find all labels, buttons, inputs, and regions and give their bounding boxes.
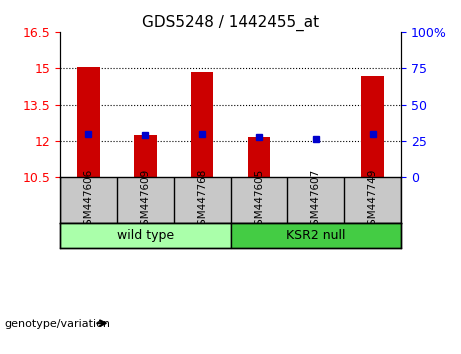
Text: GSM447749: GSM447749 bbox=[367, 169, 378, 232]
Text: GSM447606: GSM447606 bbox=[83, 169, 94, 232]
Bar bbox=[361, 75, 384, 177]
Text: wild type: wild type bbox=[117, 229, 174, 242]
Title: GDS5248 / 1442455_at: GDS5248 / 1442455_at bbox=[142, 14, 319, 30]
Bar bbox=[248, 137, 270, 177]
Text: KSR2 null: KSR2 null bbox=[286, 229, 346, 242]
Bar bbox=[230, 223, 401, 248]
Bar bbox=[134, 135, 157, 177]
Bar bbox=[191, 72, 213, 177]
Text: GSM447768: GSM447768 bbox=[197, 169, 207, 232]
Bar bbox=[77, 67, 100, 177]
Bar bbox=[60, 223, 230, 248]
Text: genotype/variation: genotype/variation bbox=[5, 319, 111, 329]
Text: GSM447609: GSM447609 bbox=[140, 169, 150, 232]
Text: GSM447607: GSM447607 bbox=[311, 169, 321, 232]
Text: GSM447605: GSM447605 bbox=[254, 169, 264, 232]
